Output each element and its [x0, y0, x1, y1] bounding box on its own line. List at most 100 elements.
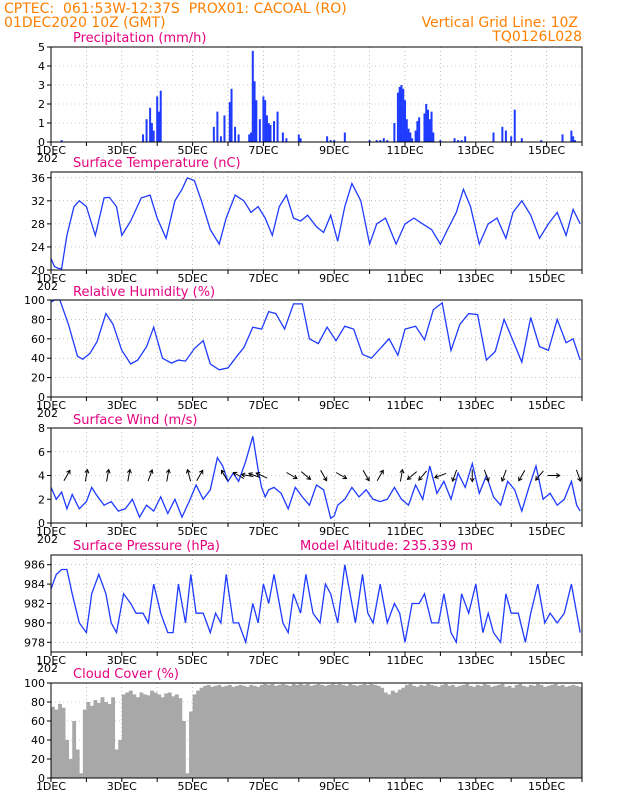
precip-bar: [326, 136, 329, 142]
cloud-bar: [228, 684, 232, 778]
wind-arrow-head: [577, 477, 582, 483]
precip-bar: [460, 140, 463, 142]
cloud-bar: [220, 686, 225, 778]
precip-bar: [405, 119, 408, 142]
year-label: 202: [37, 280, 58, 293]
panel-4: Surface Wind (m/s) 0 2 4 6 8 1DEC 3DEC 5DEC 7DEC 9…: [36, 413, 583, 546]
precip-bar: [432, 132, 435, 142]
precip-bar: [561, 134, 564, 142]
precip-bar: [212, 126, 215, 142]
cloud-bar: [337, 683, 342, 778]
wind-arrow-shaft: [399, 469, 403, 482]
wind-arrow-head: [556, 472, 561, 479]
panel-title: Surface Wind (m/s): [73, 413, 197, 428]
y-tick-label: 1: [38, 117, 45, 130]
y-tick-label: 5: [38, 41, 45, 54]
precip-bar: [149, 107, 152, 142]
wind-arrow: [232, 471, 245, 479]
wind-arrow-head: [185, 468, 191, 474]
precip-bar: [414, 130, 417, 142]
precip-bar: [333, 140, 336, 142]
run-line: 01DEC2020 10Z (GMT): [4, 15, 166, 31]
wind-arrow-shaft: [483, 469, 489, 482]
wind-arrow: [483, 469, 490, 483]
panel-3: Relative Humidity (%) 0 20 40 60 80 100 1DEC 3DE…: [24, 285, 583, 420]
y-tick-label: 100: [24, 294, 45, 307]
cloud-bar: [436, 686, 441, 778]
cloud-bar: [525, 686, 530, 778]
wind-arrow-head: [500, 477, 506, 483]
x-tick-label: 15DEC: [528, 272, 565, 285]
cloud-bar: [132, 694, 137, 778]
cloud-bar: [489, 686, 494, 778]
cloud-bar: [192, 694, 197, 778]
cloud-bar: [405, 684, 409, 778]
cloud-bar: [316, 683, 321, 778]
x-tick-label: 1DEC: [36, 144, 66, 157]
wind-arrow-head: [518, 476, 523, 482]
cloud-bar: [266, 684, 271, 778]
cloud-bar: [344, 685, 349, 778]
x-tick-label: 11DEC: [386, 399, 423, 412]
wind-arrow-head: [342, 474, 348, 480]
cloud-bar: [54, 709, 59, 778]
panel-1: Precipitation (mm/h) 0 1 2 3 4 5 1DEC 3DEC 5DEC 7D…: [36, 31, 583, 165]
cloud-bar: [571, 684, 576, 778]
cloud-bar: [486, 684, 491, 778]
panel-frame: [50, 682, 583, 779]
panel-title: Surface Temperature (nC): [73, 156, 241, 171]
wind-arrow-head: [198, 469, 204, 475]
cloud-bar: [426, 683, 431, 778]
cloud-bar: [468, 685, 473, 778]
wind-arrow: [518, 470, 526, 482]
precip-bar: [152, 130, 155, 142]
x-tick-label: 9DEC: [319, 272, 349, 285]
panel-frame: [50, 171, 583, 271]
x-tick-label: 5DEC: [178, 272, 208, 285]
cloud-bar: [288, 685, 293, 778]
precip-bar: [573, 140, 576, 142]
wind-arrow: [105, 468, 111, 482]
wind-arrow-shaft: [233, 472, 245, 479]
precip-bar: [504, 130, 507, 142]
cloud-bar: [341, 684, 346, 778]
cloud-bar: [390, 690, 395, 778]
wind-arrow-head: [399, 468, 405, 474]
wind-arrow-head: [220, 469, 226, 475]
cloud-bar: [65, 740, 69, 778]
wind-arrow-shaft: [166, 469, 170, 482]
cloud-bar: [397, 689, 402, 778]
y-tick-label: 0: [38, 772, 45, 785]
x-tick-label: 11DEC: [386, 525, 423, 538]
cloud-bar: [295, 684, 300, 778]
wind-arrow: [376, 469, 384, 481]
cloud-bar: [185, 773, 190, 778]
wind-arrow: [362, 470, 370, 482]
precip-bar: [402, 88, 405, 142]
x-tick-label: 9DEC: [319, 399, 349, 412]
wind-arrow: [84, 468, 90, 482]
wind-arrow-shaft: [418, 470, 427, 481]
cloud-bar: [518, 683, 523, 778]
wind-arrow: [286, 472, 298, 480]
cloud-bar: [539, 684, 544, 778]
panel-title: Cloud Cover (%): [73, 667, 179, 682]
wind-arrow-shaft: [407, 471, 417, 480]
cloud-bar: [146, 695, 151, 778]
wind-arrow: [320, 470, 328, 482]
cloud-bar: [157, 694, 162, 778]
cloud-bar: [415, 686, 420, 778]
wind-arrow-head: [322, 476, 328, 482]
y-tick-label: 982: [24, 598, 45, 611]
cloud-bar: [348, 683, 353, 778]
cloud-bar: [334, 684, 339, 778]
cloud-bar: [451, 684, 455, 778]
cloud-bar: [111, 697, 116, 778]
y-tick-label: 3: [38, 79, 45, 92]
cloud-bar: [171, 696, 176, 778]
precip-bar: [223, 115, 226, 142]
y-tick-label: 980: [24, 617, 45, 630]
cloud-bar: [125, 692, 130, 778]
cloud-bar: [256, 686, 261, 778]
x-tick-label: 1DEC: [36, 780, 66, 793]
